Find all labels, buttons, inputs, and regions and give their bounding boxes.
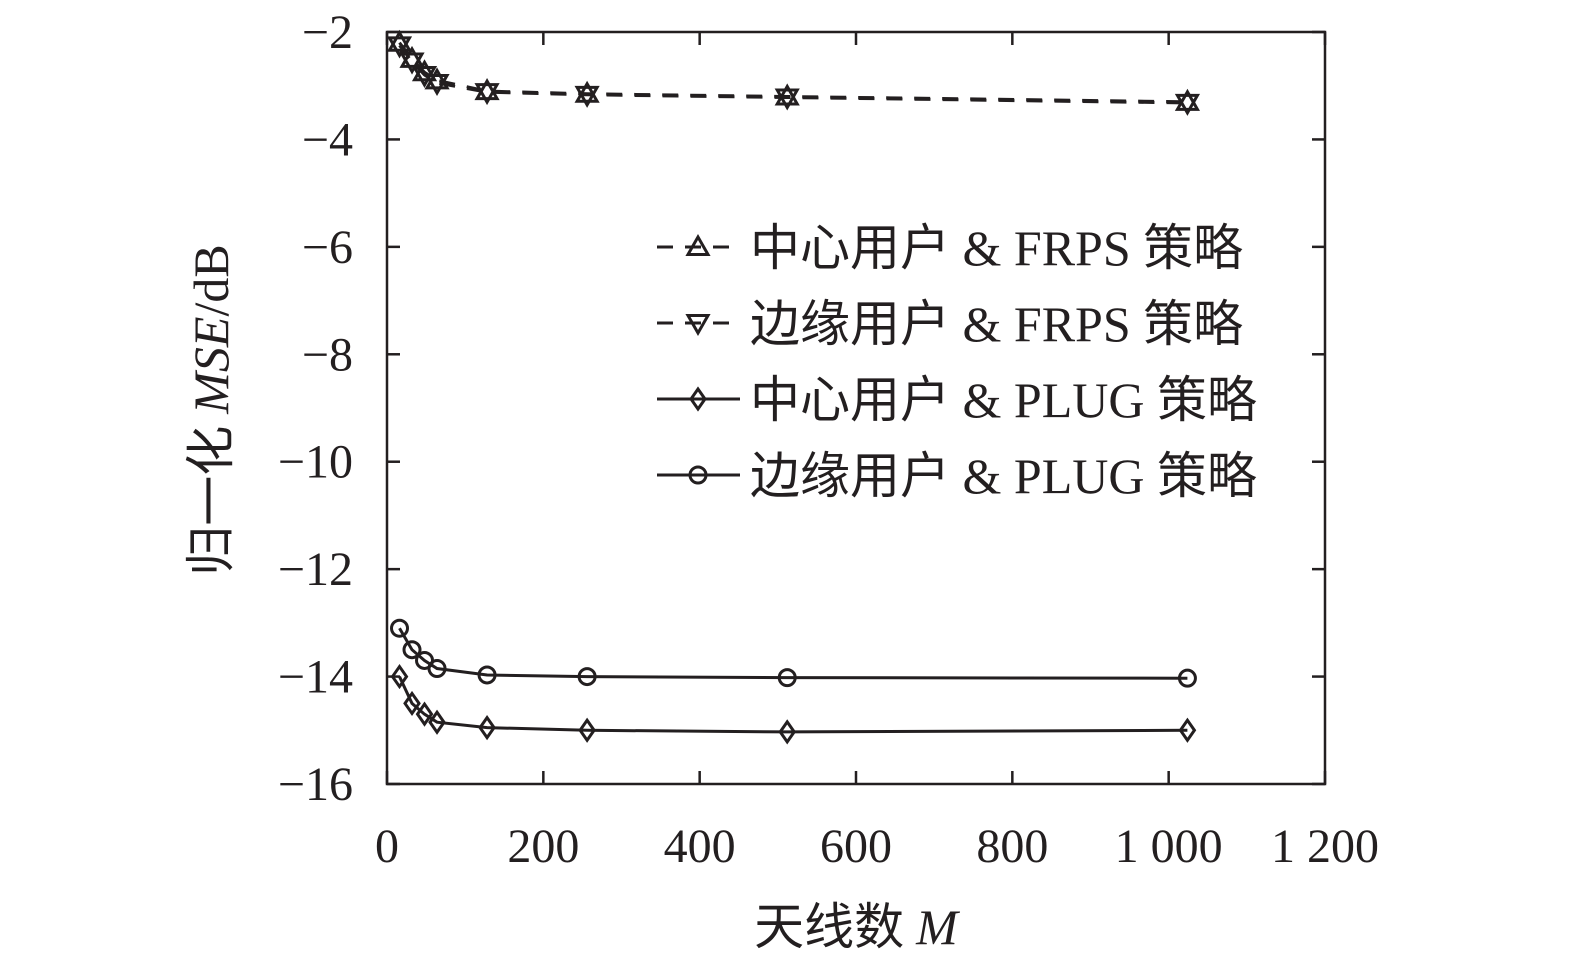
y-tick-label: −12 [278,543,353,596]
data-point [402,640,422,660]
y-axis-title: 归一化 MSE/dB [183,244,239,575]
y-axis-title-unit: /dB [183,244,239,316]
y-tick-label: −16 [278,758,353,811]
y-axis-title-var: MSE [183,317,239,415]
data-point [478,714,496,741]
data-point [1174,88,1201,111]
data-point [386,36,413,59]
data-point [399,45,425,68]
x-tick-label: 1 200 [1271,820,1379,873]
y-tick-label: −10 [278,436,353,489]
data-point [403,690,421,717]
y-tick-label: −6 [302,221,353,274]
legend-marker [689,386,707,412]
legend-entry: 中心用户 & FRPS 策略 [657,220,1243,276]
legend-label: 边缘用户 & PLUG 策略 [750,448,1257,504]
data-point [424,67,450,90]
y-axis-title-prefix: 归一化 [183,426,239,576]
series-line [398,627,1188,680]
data-point [777,668,797,688]
x-tick-label: 400 [664,820,736,873]
legend-entry: 中心用户 & PLUG 策略 [657,372,1257,428]
y-tick-label: −8 [302,328,353,381]
legend-label: 中心用户 & PLUG 策略 [750,372,1257,428]
data-point [477,665,497,685]
x-tick-label: 800 [976,820,1048,873]
series-2 [386,36,1201,116]
series-line [398,675,1188,734]
y-tick-label: −2 [302,6,353,59]
legend-marker [685,233,711,256]
data-point [774,88,800,111]
data-point [578,717,596,743]
series-line [398,44,1188,105]
data-point [427,659,447,679]
x-axis-title: 天线数 M [754,899,960,955]
data-point [1177,668,1197,688]
x-axis-title-var: M [915,899,960,955]
data-point [1178,717,1197,743]
series-line [398,41,1188,104]
legend-label: 中心用户 & FRPS 策略 [750,220,1243,276]
data-point [390,663,409,690]
series-layer [386,29,1201,745]
x-tick-label: 1 000 [1115,820,1223,873]
ticks-layer: 0 200 400 600 800 1 000 1 200 −2 −4 −6 −8 −10 −12 −14… [278,6,1379,873]
x-tick-label: 200 [507,820,579,873]
data-point [474,83,500,106]
legend-entry: 边缘用户 & FRPS 策略 [657,296,1243,352]
data-point [399,52,425,75]
data-point [424,74,450,97]
x-tick-label: 600 [820,820,892,873]
data-point [574,85,600,108]
y-tick-label: −14 [278,651,353,704]
data-point [577,667,597,687]
x-tick-label: 0 [375,820,399,873]
data-point [386,29,413,52]
data-point [1174,93,1201,116]
data-point [778,719,797,745]
data-point [428,709,446,735]
legend-label: 边缘用户 & FRPS 策略 [750,296,1243,352]
legend-marker [685,314,711,337]
data-point [574,80,600,103]
legend-marker [688,465,708,485]
x-axis-title-text: 天线数 [754,899,904,955]
data-point [390,618,410,638]
data-point [774,83,800,106]
series-3 [390,663,1197,745]
data-point [415,701,434,727]
series-4 [390,618,1197,688]
y-tick-label: −4 [302,113,353,166]
legend-entry: 边缘用户 & PLUG 策略 [657,448,1257,504]
